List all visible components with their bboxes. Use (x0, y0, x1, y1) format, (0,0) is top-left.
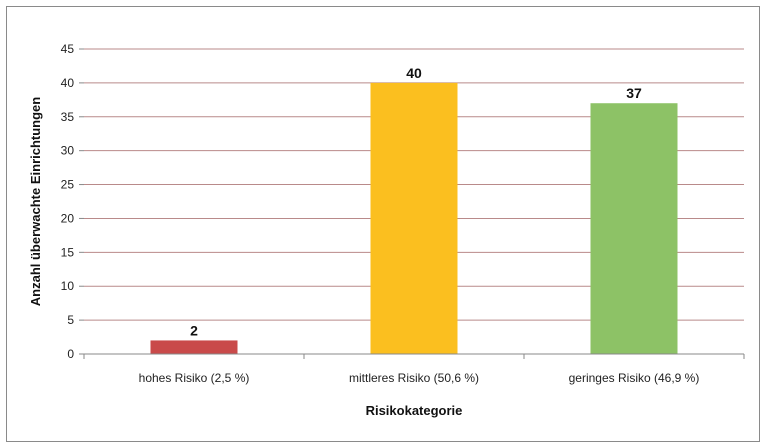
bars (150, 82, 678, 354)
bar (150, 340, 238, 354)
y-tick-label: 30 (61, 144, 75, 158)
data-label: 2 (190, 322, 198, 338)
x-category-labels: hohes Risiko (2,5 %) mittleres Risiko (50… (83, 354, 745, 385)
y-tick-label: 25 (61, 178, 75, 192)
bar (590, 103, 678, 354)
x-category-label: hohes Risiko (2,5 %) (139, 371, 250, 385)
y-tick-label: 5 (67, 313, 74, 327)
y-tick-label: 40 (61, 76, 75, 90)
bar (370, 82, 458, 354)
y-tick-label: 0 (67, 347, 74, 361)
x-axis-title: Risikokategorie (366, 403, 463, 418)
y-axis-title: Anzahl überwachte Einrichtungen (28, 97, 43, 307)
y-tick-label: 20 (61, 211, 75, 225)
data-labels: 2 40 37 (190, 65, 642, 339)
y-tick-label: 15 (61, 245, 75, 259)
data-label: 40 (406, 65, 422, 81)
y-tick-label: 45 (61, 42, 75, 56)
data-label: 37 (626, 85, 642, 101)
x-category-label: geringes Risiko (46,9 %) (569, 371, 700, 385)
y-tick-label: 35 (61, 110, 75, 124)
y-tick-labels: 0 5 10 15 20 25 30 35 40 45 (61, 42, 84, 361)
y-tick-label: 10 (61, 279, 75, 293)
x-category-label: mittleres Risiko (50,6 %) (349, 371, 479, 385)
